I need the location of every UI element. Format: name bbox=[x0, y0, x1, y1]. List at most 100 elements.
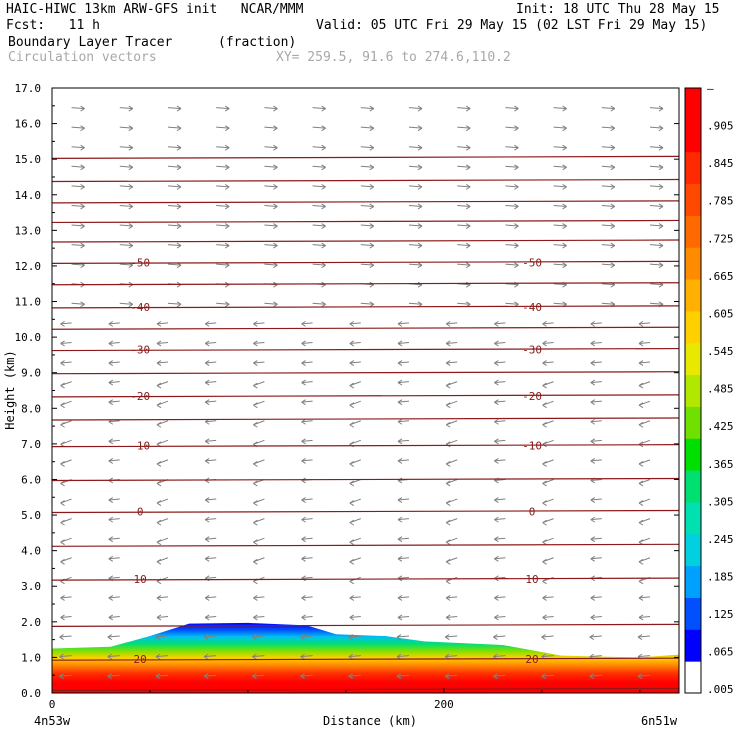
colorbar-frame bbox=[684, 87, 702, 694]
vector-arrow bbox=[397, 555, 410, 562]
vector-arrow bbox=[203, 634, 217, 640]
vector-arrow bbox=[601, 105, 616, 112]
vector-arrow bbox=[167, 301, 182, 308]
vector-arrow bbox=[167, 242, 182, 249]
vector-arrow bbox=[156, 518, 169, 526]
vector-arrow bbox=[60, 594, 72, 601]
vector-arrow bbox=[348, 634, 361, 640]
vector-arrow bbox=[590, 497, 602, 503]
vector-arrow bbox=[167, 105, 182, 112]
vector-arrow bbox=[505, 183, 519, 190]
vector-arrow bbox=[155, 653, 169, 660]
colorbar-swatch bbox=[685, 565, 701, 598]
vector-arrow bbox=[167, 164, 182, 171]
vector-arrow bbox=[253, 498, 265, 506]
vector-arrow bbox=[553, 203, 567, 210]
x-left-endpoint: 4n53w bbox=[34, 714, 71, 728]
vector-arrow bbox=[542, 614, 554, 621]
vector-arrow bbox=[301, 340, 313, 347]
contour-label: -20 bbox=[130, 390, 150, 403]
vector-arrow bbox=[649, 144, 664, 151]
x-tick-label: 200 bbox=[434, 698, 454, 711]
temperature-contours: 20 20 10 10 0 0 -10 -10 -20 -20 -30 -30 -40 -40 -50 -50 bbox=[52, 155, 679, 692]
vector-arrow bbox=[253, 381, 265, 389]
contour-line bbox=[52, 200, 679, 204]
vector-arrow bbox=[108, 320, 120, 327]
vector-arrow bbox=[107, 653, 120, 660]
vector-arrow bbox=[638, 400, 651, 409]
vector-arrow bbox=[300, 653, 313, 660]
y-tick-label: 15.0 bbox=[15, 153, 42, 166]
vector-arrow bbox=[505, 125, 519, 132]
vector-arrow bbox=[601, 242, 616, 249]
xy-range: XY= 259.5, 91.6 to 274.6,110.2 bbox=[276, 50, 511, 65]
y-tick-label: 9.0 bbox=[21, 367, 41, 380]
vector-arrow bbox=[301, 516, 313, 523]
colorbar-swatch bbox=[685, 374, 701, 407]
vector-arrow bbox=[542, 420, 554, 428]
vector-arrow bbox=[301, 399, 313, 406]
vector-arrow bbox=[542, 459, 554, 467]
contour-line bbox=[52, 444, 679, 448]
vector-arrow bbox=[167, 144, 182, 151]
vector-arrow bbox=[360, 262, 375, 269]
vector-arrow bbox=[457, 242, 471, 249]
contour-label: -10 bbox=[130, 440, 150, 453]
vector-arrow bbox=[505, 105, 519, 112]
y-tick-label: 5.0 bbox=[21, 509, 41, 522]
vector-arrow bbox=[505, 144, 519, 151]
vector-arrow bbox=[638, 340, 651, 347]
vector-arrow bbox=[216, 144, 230, 151]
vector-arrow bbox=[59, 653, 72, 660]
colorbar-swatch bbox=[685, 279, 701, 312]
run-title: HAIC-HIWC 13km ARW-GFS init NCAR/MMM bbox=[6, 2, 304, 17]
vector-arrow bbox=[553, 262, 567, 269]
vector-arrow bbox=[349, 576, 361, 585]
vector-arrow bbox=[397, 360, 410, 366]
y-tick-label: 11.0 bbox=[15, 296, 42, 309]
vector-arrow bbox=[505, 262, 519, 269]
vector-arrow bbox=[119, 183, 134, 190]
colorbar-swatch bbox=[685, 119, 701, 153]
vector-arrow bbox=[108, 614, 120, 621]
vector-arrow bbox=[553, 105, 567, 112]
vector-arrow bbox=[360, 144, 375, 151]
vector-arrow bbox=[108, 438, 120, 445]
colorbar-label: .785 bbox=[707, 195, 734, 208]
vector-arrow bbox=[349, 518, 361, 526]
vector-arrow bbox=[348, 673, 361, 680]
contour-label: 10 bbox=[525, 573, 538, 586]
colorbar-swatch bbox=[685, 310, 701, 344]
y-tick-label: 12.0 bbox=[15, 260, 42, 273]
vector-arrow bbox=[60, 439, 72, 448]
colorbar-swatch bbox=[685, 629, 701, 662]
vector-arrow bbox=[71, 242, 85, 249]
colorbar-label: .425 bbox=[707, 420, 734, 433]
vector-arrow bbox=[204, 360, 217, 366]
vector-arrow bbox=[253, 479, 265, 487]
vector-arrow bbox=[301, 477, 313, 484]
vector-arrow bbox=[445, 400, 458, 409]
vector-arrow bbox=[216, 203, 230, 210]
vector-arrow bbox=[252, 673, 265, 680]
vector-arrow bbox=[119, 125, 134, 132]
vector-arrow bbox=[638, 459, 651, 467]
vector-arrow bbox=[397, 614, 410, 621]
vector-arrow bbox=[638, 420, 651, 428]
vector-arrow bbox=[71, 301, 85, 308]
vector-arrow bbox=[155, 634, 169, 640]
vector-arrow bbox=[264, 183, 278, 190]
forecast-hour: Fcst: 11 h bbox=[6, 18, 100, 33]
vector-arrow bbox=[397, 575, 410, 582]
vector-arrow bbox=[264, 301, 278, 308]
contour-line bbox=[52, 239, 679, 243]
vector-arrow bbox=[553, 223, 567, 229]
vector-arrow bbox=[108, 516, 120, 523]
contour-label: 0 bbox=[529, 506, 536, 519]
vector-arrow bbox=[553, 242, 567, 249]
overlay-name: Circulation vectors bbox=[8, 50, 157, 65]
vector-arrow bbox=[553, 164, 567, 171]
colorbar-label: .665 bbox=[707, 270, 734, 283]
vector-arrow bbox=[216, 183, 230, 190]
vector-arrow bbox=[397, 497, 410, 503]
